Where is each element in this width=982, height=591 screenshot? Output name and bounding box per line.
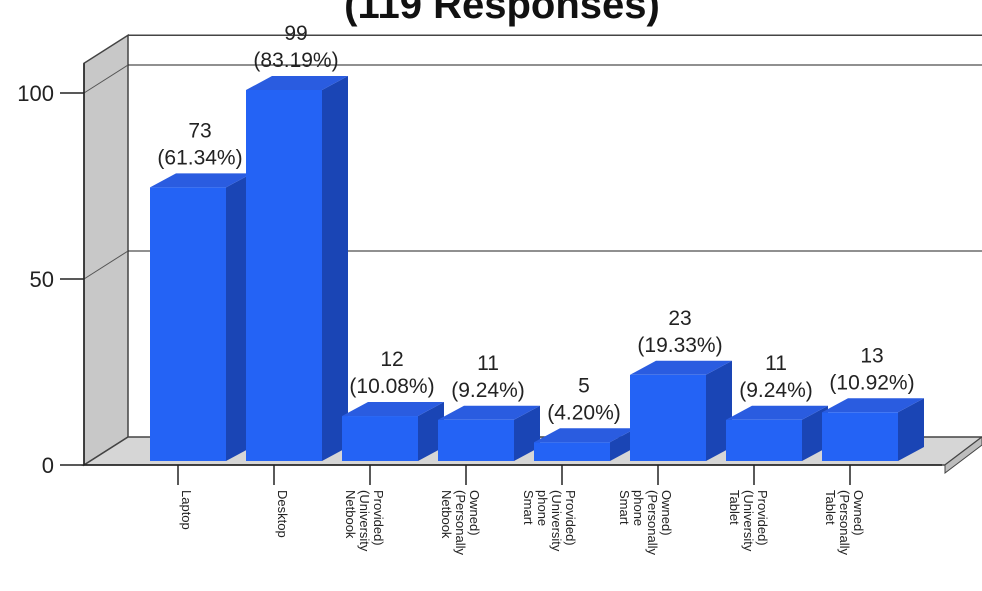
data-label-value: 23	[668, 307, 691, 330]
floor-edge	[944, 436, 982, 475]
category-label-line: (University	[357, 490, 372, 552]
data-label-percent: (10.08%)	[349, 375, 434, 398]
data-label-percent: (4.20%)	[547, 401, 621, 424]
data-label-value: 99	[284, 22, 307, 45]
category-label-line: (University	[741, 490, 756, 552]
category-label-line: Smart	[617, 490, 632, 525]
category-label-line: Owned)	[659, 490, 674, 536]
bar	[822, 412, 898, 461]
category-label-line: phone	[535, 490, 550, 526]
data-label-value: 12	[380, 348, 403, 371]
bar-side	[610, 428, 636, 461]
category-label-line: (Personally	[453, 490, 468, 556]
category-label: Netbook (University Provided)	[343, 490, 386, 552]
bar-side	[418, 402, 444, 461]
y-tick-label: 0	[42, 453, 54, 478]
category-label-line: Provided)	[755, 490, 770, 546]
data-label-percent: (9.24%)	[739, 379, 813, 402]
category-label-line: Tablet	[823, 490, 838, 525]
data-label-value: 5	[578, 374, 590, 397]
category-label-line: Provided)	[371, 490, 386, 546]
bar-top	[438, 405, 540, 420]
bar-top	[246, 76, 348, 90]
bar-side	[514, 405, 540, 461]
data-label-value: 11	[477, 352, 499, 375]
bar	[438, 419, 514, 461]
gridline-wall	[83, 64, 129, 94]
left-wall	[83, 33, 129, 467]
bar	[630, 374, 706, 461]
category-label-line: Laptop	[179, 490, 194, 530]
bar-side	[226, 173, 252, 462]
category-label: Netbook (Personally Owned)	[439, 490, 482, 556]
data-label-percent: (9.24%)	[451, 379, 525, 402]
bar	[342, 416, 418, 461]
bar	[534, 442, 610, 461]
bar-top	[534, 428, 636, 443]
category-label-line: Owned)	[851, 490, 866, 536]
category-label-line: (Personally	[837, 490, 852, 556]
data-label-percent: (19.33%)	[637, 334, 722, 357]
bar-side	[802, 405, 828, 461]
category-label-line: Netbook	[439, 490, 454, 539]
gridline-wall	[83, 250, 129, 280]
data-label-percent: (10.92%)	[829, 371, 914, 394]
category-label: Smart phone (University Provided)	[521, 490, 578, 552]
bar	[246, 90, 322, 461]
bar-top	[150, 173, 252, 188]
bar-side	[706, 360, 732, 461]
bar	[150, 187, 226, 462]
category-label-line: (Personally	[645, 490, 660, 556]
bar-side	[898, 398, 924, 461]
category-label-line: Tablet	[727, 490, 742, 525]
bar-top	[630, 360, 732, 375]
category-label: Tablet (Personally Owned)	[823, 490, 866, 556]
category-label: Smart phone (Personally Owned)	[617, 490, 674, 556]
category-label: Tablet (University Provided)	[727, 490, 770, 552]
bar-top	[726, 405, 828, 420]
data-label-value: 11	[765, 352, 787, 375]
category-label-line: Netbook	[343, 490, 358, 539]
y-tick-label: 100	[17, 81, 54, 106]
category-label: Desktop	[275, 490, 290, 538]
category-label-line: phone	[631, 490, 646, 526]
bar-top	[822, 398, 924, 413]
bar-side	[322, 76, 348, 461]
data-label-value: 13	[860, 344, 883, 367]
chart-title: (119 Responses)	[344, 0, 660, 27]
category-label: Laptop	[179, 490, 194, 530]
y-tick-label: 50	[30, 267, 54, 292]
category-label-line: Smart	[521, 490, 536, 525]
data-label-percent: (83.19%)	[253, 49, 338, 72]
bar	[726, 419, 802, 461]
category-label-line: Desktop	[275, 490, 290, 538]
category-label-line: Provided)	[563, 490, 578, 546]
category-label-line: (University	[549, 490, 564, 552]
data-label-percent: (61.34%)	[157, 146, 242, 169]
data-label-value: 73	[188, 119, 211, 142]
category-label-line: Owned)	[467, 490, 482, 536]
bar-top	[342, 402, 444, 417]
